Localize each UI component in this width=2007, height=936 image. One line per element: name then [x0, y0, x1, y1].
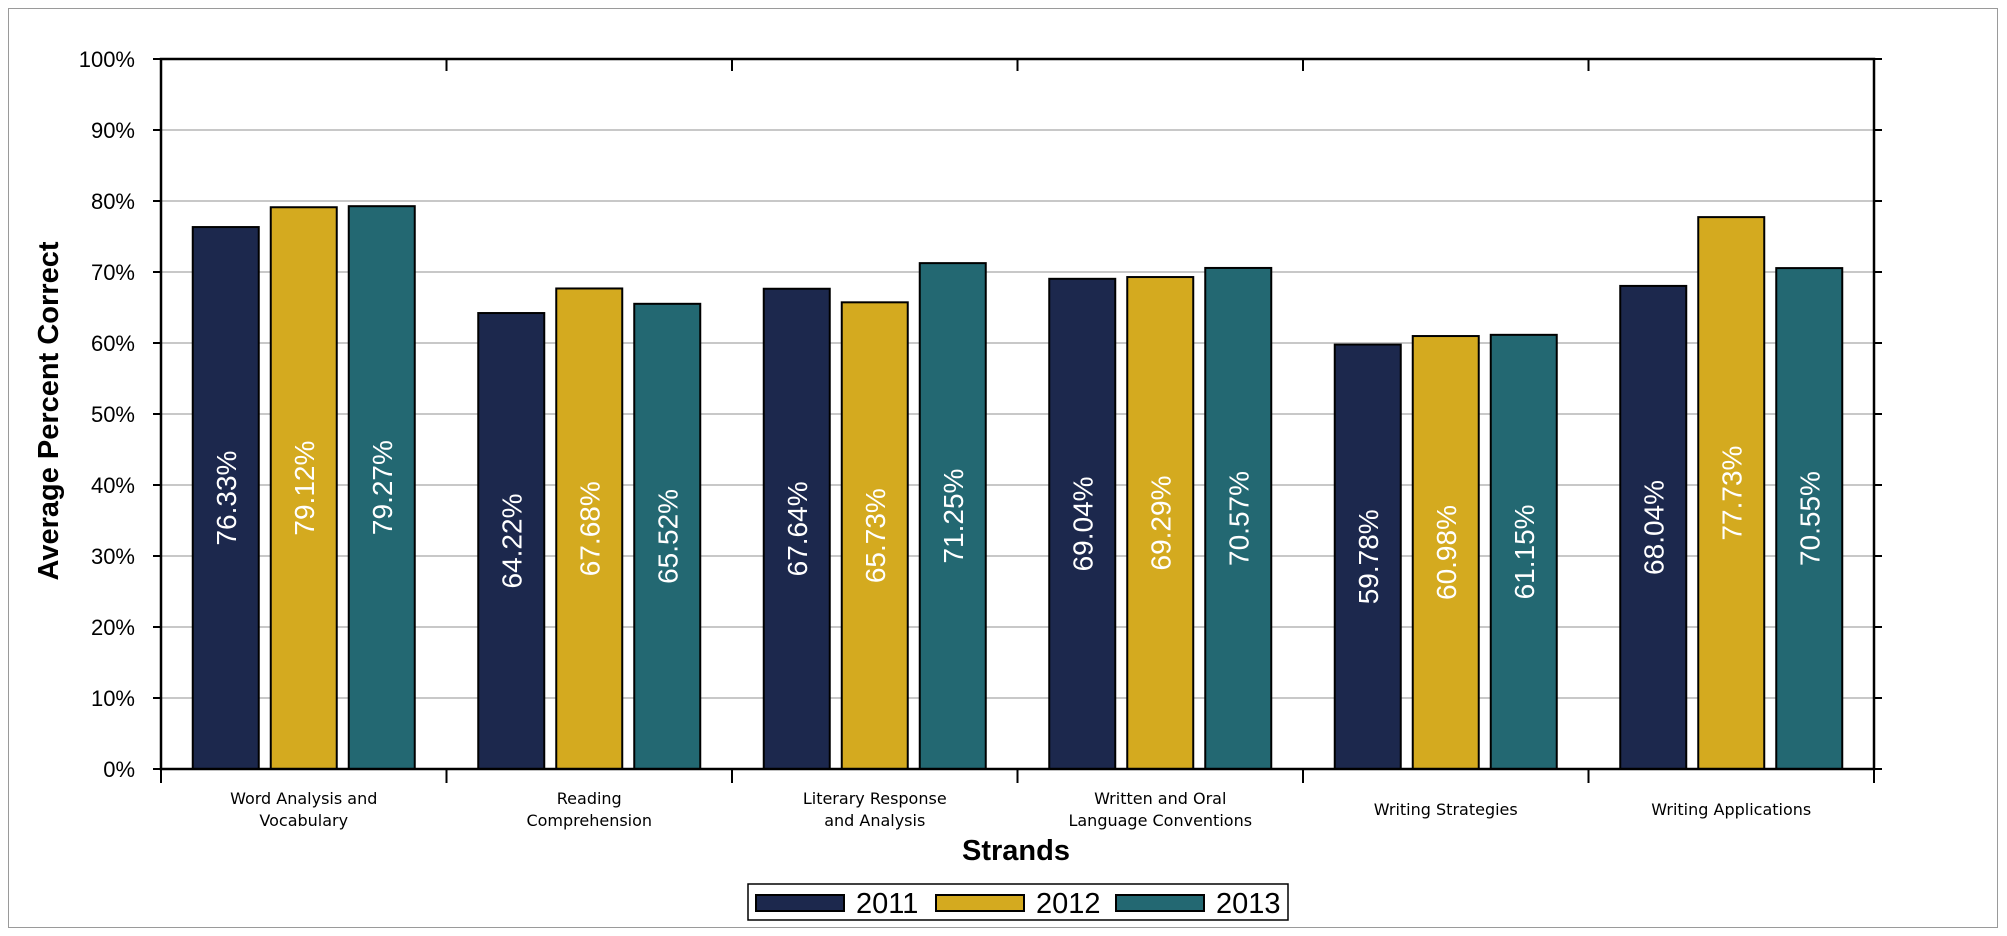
legend-label: 2011	[856, 888, 918, 920]
data-label: 77.73%	[1716, 446, 1747, 541]
data-label: 64.22%	[496, 494, 527, 589]
x-axis-title: Strands	[962, 835, 1070, 867]
bar-2012-2	[840, 301, 909, 770]
bar-2012-1	[555, 287, 624, 770]
data-label: 70.55%	[1794, 471, 1825, 566]
bar-2013-2	[918, 262, 987, 770]
bars: 76.33% 79.12% 79.27% 64.22% 67.68% 65.52% 67.6…	[191, 205, 1844, 771]
x-category-label: Writing Applications	[1651, 800, 1811, 819]
bar-2013-1	[633, 302, 702, 770]
legend-swatch-2012	[935, 894, 1025, 912]
bar-2012-5	[1697, 216, 1766, 770]
x-category-label: Comprehension	[526, 811, 652, 830]
x-category-label: Language Conventions	[1068, 811, 1252, 830]
bar-2011-2	[762, 287, 831, 770]
bar-2012-3	[1126, 276, 1195, 770]
y-tick-label: 20%	[91, 615, 135, 640]
bar-2011-4	[1333, 343, 1402, 770]
y-tick-label: 60%	[91, 331, 135, 356]
legend-swatch-2011	[755, 894, 845, 912]
y-tick-label: 50%	[91, 402, 135, 427]
x-category-label: Vocabulary	[259, 811, 348, 830]
y-tick-label: 80%	[91, 189, 135, 214]
y-tick-label: 90%	[91, 118, 135, 143]
gridlines	[161, 129, 1874, 699]
data-label: 79.12%	[289, 441, 320, 536]
y-tick-label: 70%	[91, 260, 135, 285]
y-tick-label: 10%	[91, 686, 135, 711]
legend-label: 2012	[1036, 888, 1101, 920]
bar-2013-3	[1204, 266, 1273, 770]
x-category-label: and Analysis	[824, 811, 925, 830]
data-label: 69.29%	[1145, 476, 1176, 571]
data-label: 61.15%	[1509, 504, 1540, 599]
bar-2012-4	[1411, 335, 1480, 770]
data-label: 59.78%	[1353, 509, 1384, 604]
data-label: 76.33%	[211, 451, 242, 546]
data-label: 68.04%	[1638, 480, 1669, 575]
x-category-label: Reading	[557, 789, 622, 808]
data-label: 67.68%	[574, 481, 605, 576]
y-tick-label: 30%	[91, 544, 135, 569]
y-tick-label: 0%	[103, 757, 135, 782]
bar-2013-4	[1489, 333, 1558, 770]
data-label: 70.57%	[1223, 471, 1254, 566]
bar-2011-5	[1619, 284, 1688, 770]
legend-label: 2013	[1216, 888, 1281, 920]
data-label: 65.73%	[860, 488, 891, 583]
data-label: 79.27%	[367, 440, 398, 535]
x-category-label: Writing Strategies	[1374, 800, 1518, 819]
x-category-label: Written and Oral	[1094, 789, 1226, 808]
legend-swatch-2013	[1115, 894, 1205, 912]
data-label: 67.64%	[782, 481, 813, 576]
data-label: 60.98%	[1431, 505, 1462, 600]
y-axis-title: Average Percent Correct	[33, 241, 65, 580]
x-category-label: Word Analysis and	[230, 789, 377, 808]
axes: 0% 10% 20% 30% 40% 50% 60% 70% 80% 90% 100% Word An…	[79, 47, 1882, 830]
bar-2013-5	[1775, 267, 1844, 770]
data-label: 65.52%	[652, 489, 683, 584]
x-category-label: Literary Response	[803, 789, 947, 808]
y-tick-label: 40%	[91, 473, 135, 498]
data-label: 69.04%	[1067, 476, 1098, 571]
bar-2011-3	[1048, 277, 1117, 770]
data-label: 71.25%	[938, 469, 969, 564]
legend: 2011 2012 2013	[747, 883, 1289, 921]
y-tick-label: 100%	[79, 47, 135, 72]
